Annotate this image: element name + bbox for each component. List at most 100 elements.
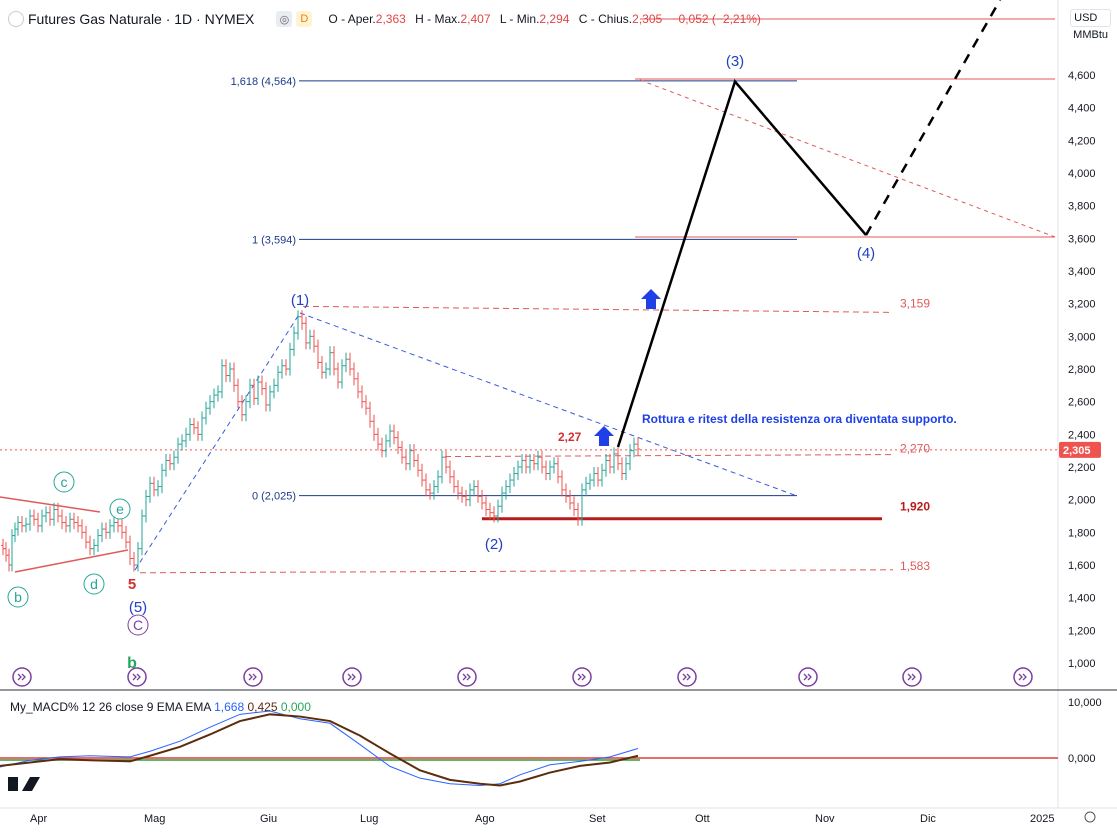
price-tick-label: 4,200	[1068, 135, 1096, 147]
event-marker-chevron	[248, 673, 257, 681]
event-marker-chevron	[347, 673, 356, 681]
triangle-upper-line	[0, 496, 101, 513]
level-label-1920: 1,920	[900, 500, 930, 514]
level-line-2270	[444, 454, 894, 458]
tradingview-logo-icon	[8, 777, 40, 791]
price-tick-label: 3,800	[1068, 201, 1096, 213]
ohlc-values: O - Aper.2,363 H - Max.2,407 L - Min.2,2…	[328, 12, 761, 26]
descending-trendline	[299, 312, 798, 497]
wave-label-b-green: b	[127, 655, 137, 672]
wave1-trendline	[134, 312, 301, 571]
channel-dashed-line	[639, 79, 1056, 238]
price-tick-label: 1,800	[1068, 527, 1096, 539]
delay-badge[interactable]: D	[296, 11, 313, 27]
wave-label-5: (5)	[129, 599, 147, 616]
fib-level-label: 1 (3,594)	[252, 234, 296, 246]
wave-label-c-circle	[53, 471, 75, 493]
fib-level-label: 1,618 (4,564)	[231, 76, 296, 88]
price-change: −0,052 (−2,21%)	[671, 12, 761, 26]
price-tick-label: 3,400	[1068, 266, 1096, 278]
time-tick-label: 2025	[1030, 813, 1054, 825]
time-tick-label: Lug	[360, 813, 378, 825]
price-tick-label: 3,000	[1068, 331, 1096, 343]
wave-label-2: (2)	[485, 536, 503, 553]
price-tick-label: 1,200	[1068, 625, 1096, 637]
event-marker-icon	[572, 667, 592, 687]
event-marker-icon	[1013, 667, 1033, 687]
event-marker-icon	[12, 667, 32, 687]
event-marker-icon	[342, 667, 362, 687]
macd-value: 1,668	[214, 700, 245, 714]
unit-label: MMBtu	[1073, 29, 1108, 41]
wave-label-3: (3)	[726, 53, 744, 70]
settings-gear-icon	[1084, 811, 1096, 823]
time-tick-label: Apr	[30, 813, 47, 825]
time-tick-label: Nov	[815, 813, 835, 825]
price-tick-label: 4,400	[1068, 103, 1096, 115]
macd-title: My_MACD% 12 26 close 9 EMA EMA	[10, 700, 211, 714]
annotation-text: Rottura e ritest della resistenza ora di…	[642, 412, 957, 426]
wave-label-5-red: 5	[128, 576, 136, 593]
macd-line	[0, 710, 639, 786]
currency-selector[interactable]: USD MMBtu	[1070, 9, 1111, 43]
currency-usd[interactable]: USD	[1070, 9, 1111, 27]
wave-label-1: (1)	[291, 292, 309, 309]
event-marker-icon	[798, 667, 818, 687]
event-marker-chevron	[1018, 673, 1027, 681]
wave-label-b: b	[14, 589, 22, 605]
logo-part	[8, 777, 18, 791]
wave-label-4: (4)	[857, 245, 875, 262]
projection-path-dashed	[864, 0, 1002, 236]
price-tick-label: 1,400	[1068, 593, 1096, 605]
event-marker-icon	[677, 667, 697, 687]
price-tick-label: 2,800	[1068, 364, 1096, 376]
event-marker-icon	[127, 667, 147, 687]
price-tick-label: 4,600	[1068, 70, 1096, 82]
fib-level-label: 0 (2,025)	[252, 491, 296, 503]
price-tick-label: 2,000	[1068, 495, 1096, 507]
event-marker-chevron	[17, 673, 26, 681]
price-tick-label: 3,200	[1068, 299, 1096, 311]
event-marker-icon	[243, 667, 263, 687]
wave-label-d: d	[90, 576, 98, 592]
chart-title: Futures Gas Naturale · 1D · NYMEX	[28, 11, 255, 27]
level-label-3159: 3,159	[900, 296, 930, 310]
price-tick-label: 3,600	[1068, 233, 1096, 245]
event-marker-chevron	[132, 673, 141, 681]
last-price-label: 2,305	[1063, 445, 1091, 457]
event-marker-chevron	[682, 673, 691, 681]
price-tick-label: 2,600	[1068, 397, 1096, 409]
wave-label-big-c-circle	[127, 614, 149, 636]
event-marker-icon	[457, 667, 477, 687]
wave-label-big-c: C	[133, 617, 143, 633]
retest-arrow-up-icon	[594, 426, 614, 446]
chart-header: Futures Gas Naturale · 1D · NYMEX ◎ D O …	[8, 9, 767, 29]
price-tick-label: 1,600	[1068, 560, 1096, 572]
level-tag-227: 2,27	[558, 430, 582, 444]
level-line-3159	[302, 305, 894, 313]
histogram-value: 0,000	[280, 700, 311, 714]
wave-label-b-circle	[7, 586, 29, 608]
triangle-lower-line	[14, 549, 129, 573]
visibility-badge[interactable]: ◎	[276, 11, 293, 27]
projection-path-solid	[616, 79, 867, 448]
event-marker-chevron	[577, 673, 586, 681]
wave-label-d-circle	[83, 573, 105, 595]
event-marker-icon	[902, 667, 922, 687]
time-tick-label: Ago	[475, 813, 495, 825]
price-tick-label: 4,000	[1068, 168, 1096, 180]
event-marker-chevron	[803, 673, 812, 681]
time-tick-label: Set	[589, 813, 606, 825]
price-tick-label: 2,400	[1068, 429, 1096, 441]
event-marker-chevron	[907, 673, 916, 681]
time-tick-label: Giu	[260, 813, 277, 825]
level-line-1583	[139, 569, 894, 574]
signal-line	[0, 713, 639, 787]
event-marker-chevron	[462, 673, 471, 681]
price-tick-label: 2,200	[1068, 462, 1096, 474]
last-price-tag	[1059, 441, 1101, 458]
macd-axis-label: 10,000	[1068, 697, 1102, 709]
wave-label-e-circle	[109, 498, 131, 520]
time-tick-label: Ott	[695, 813, 710, 825]
